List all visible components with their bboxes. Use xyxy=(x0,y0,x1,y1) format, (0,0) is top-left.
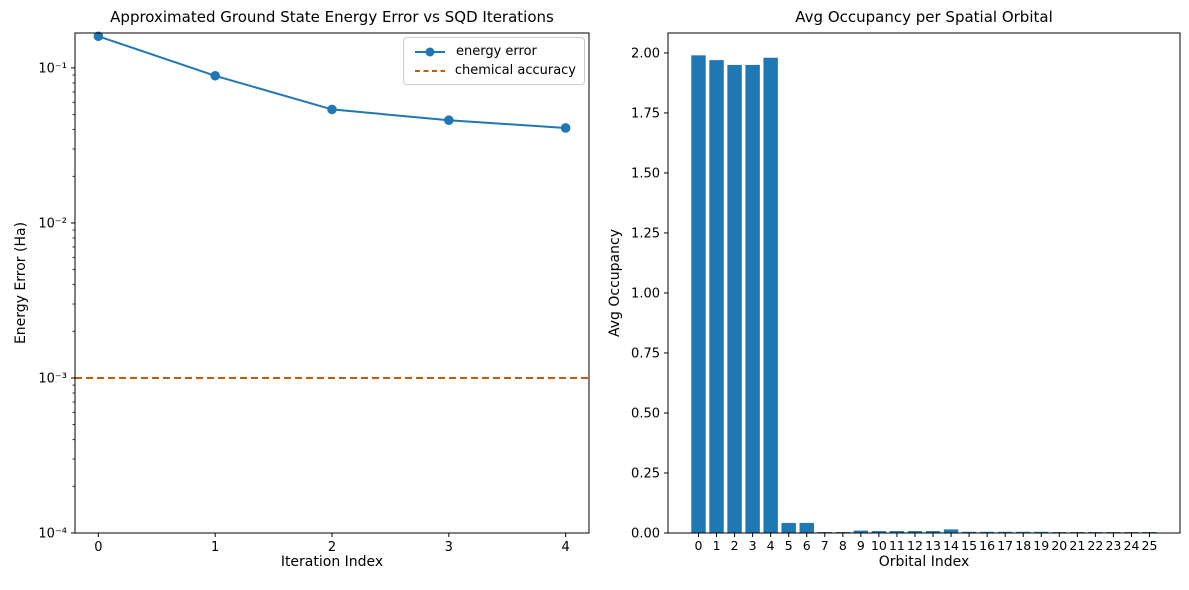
bar-orbital-5 xyxy=(781,522,796,533)
bar-orbital-6 xyxy=(799,522,814,533)
x-tick-label: 3 xyxy=(749,538,757,553)
y-tick-label: 10⁻³ xyxy=(38,371,67,386)
y-tick-label: 10⁻² xyxy=(38,216,67,231)
energy-error-marker-1 xyxy=(210,70,220,81)
left-plot-title: Approximated Ground State Energy Error v… xyxy=(110,8,554,26)
x-tick-label: 6 xyxy=(803,538,811,553)
energy-error-marker-0 xyxy=(93,31,104,42)
energy-error-marker-2 xyxy=(327,104,337,115)
bar-orbital-2 xyxy=(727,64,742,533)
x-tick-label: 23 xyxy=(1105,538,1121,553)
bar-orbital-17 xyxy=(997,531,1013,533)
x-tick-label: 11 xyxy=(889,538,905,553)
x-tick-label: 8 xyxy=(839,538,847,553)
y-tick-label: 1.75 xyxy=(631,106,660,121)
x-tick-label: 16 xyxy=(979,538,995,553)
x-tick-label: 15 xyxy=(961,538,977,553)
right-axes-frame xyxy=(667,32,1181,534)
y-tick-label: 0.00 xyxy=(631,527,660,542)
right-y-axis-label: Avg Occupancy xyxy=(607,229,623,337)
energy-error-plot-canvas: 10⁻¹ 10⁻² 10⁻³ 10⁻⁴ 0 1 2 3 4 xyxy=(38,31,590,555)
x-tick-label: 19 xyxy=(1033,538,1049,553)
x-tick-label: 0 xyxy=(94,540,102,555)
y-tick-label: 1.25 xyxy=(631,226,660,241)
x-tick-label: 9 xyxy=(857,538,865,553)
y-tick-label: 0.50 xyxy=(631,406,660,421)
occupancy-plot-canvas: 0.000.250.500.751.001.251.501.752.000 1 2 3… xyxy=(631,32,1181,553)
y-tick-label: 10⁻¹ xyxy=(38,61,67,76)
x-tick-label: 5 xyxy=(785,538,793,553)
bar-orbital-1 xyxy=(709,60,724,534)
x-tick-label: 4 xyxy=(561,540,569,555)
x-tick-label: 12 xyxy=(907,538,923,553)
bar-orbital-0 xyxy=(691,55,706,533)
y-tick-label: 1.00 xyxy=(631,286,660,301)
x-tick-label: 14 xyxy=(943,538,959,553)
x-tick-label: 1 xyxy=(211,540,219,555)
x-tick-label: 17 xyxy=(997,538,1013,553)
x-tick-label: 24 xyxy=(1124,538,1140,553)
bar-orbital-19 xyxy=(1034,531,1049,533)
energy-error-marker-3 xyxy=(444,115,454,126)
bar-orbital-14 xyxy=(943,529,959,533)
chemical-accuracy-line-sample xyxy=(415,69,445,72)
bar-orbital-13 xyxy=(925,531,941,533)
legend-circle-marker-icon xyxy=(425,47,435,56)
right-x-axis-label: Orbital Index xyxy=(878,554,970,570)
x-tick-label: 4 xyxy=(767,538,775,553)
y-tick-label: 2.00 xyxy=(631,46,660,61)
x-tick-label: 10 xyxy=(871,538,887,553)
bar-orbital-15 xyxy=(961,531,977,533)
bar-orbital-3 xyxy=(745,64,760,533)
legend-item-chemical-accuracy: chemical accuracy xyxy=(413,63,576,78)
legend-box: energy error chemical accuracy xyxy=(403,37,585,85)
x-tick-label: 22 xyxy=(1087,538,1103,553)
x-tick-label: 7 xyxy=(821,538,829,553)
left-y-axis-label: Energy Error (Ha) xyxy=(13,221,29,345)
bar-orbital-9 xyxy=(853,530,869,533)
y-tick-label: 0.25 xyxy=(631,466,660,481)
legend-item-energy-error: energy error xyxy=(413,44,576,59)
x-tick-label: 2 xyxy=(731,538,739,553)
y-tick-label: 0.75 xyxy=(631,346,660,361)
x-tick-label: 25 xyxy=(1142,538,1158,553)
left-axes-frame xyxy=(74,32,590,534)
y-tick-label: 10⁻⁴ xyxy=(38,527,67,542)
x-tick-label: 0 xyxy=(695,538,703,553)
legend-label-energy-error: energy error xyxy=(456,44,537,59)
x-tick-label: 18 xyxy=(1015,538,1031,553)
energy-error-line-sample xyxy=(415,47,445,56)
bar-orbital-12 xyxy=(907,531,923,533)
bar-orbital-10 xyxy=(871,531,887,533)
bar-orbital-18 xyxy=(1016,531,1031,533)
left-x-axis-label: Iteration Index xyxy=(280,554,384,570)
legend-label-chemical-accuracy: chemical accuracy xyxy=(454,63,576,78)
x-tick-label: 1 xyxy=(713,538,721,553)
x-tick-label: 13 xyxy=(925,538,941,553)
right-plot-title: Avg Occupancy per Spatial Orbital xyxy=(795,8,1053,26)
x-tick-label: 2 xyxy=(328,540,336,555)
y-tick-label: 1.50 xyxy=(631,166,660,181)
x-tick-label: 20 xyxy=(1051,538,1067,553)
bar-orbital-11 xyxy=(889,531,905,533)
bar-orbital-4 xyxy=(763,57,778,533)
x-tick-label: 3 xyxy=(445,540,453,555)
x-tick-label: 21 xyxy=(1069,538,1085,553)
energy-error-marker-4 xyxy=(560,123,571,133)
bar-orbital-16 xyxy=(979,531,995,533)
